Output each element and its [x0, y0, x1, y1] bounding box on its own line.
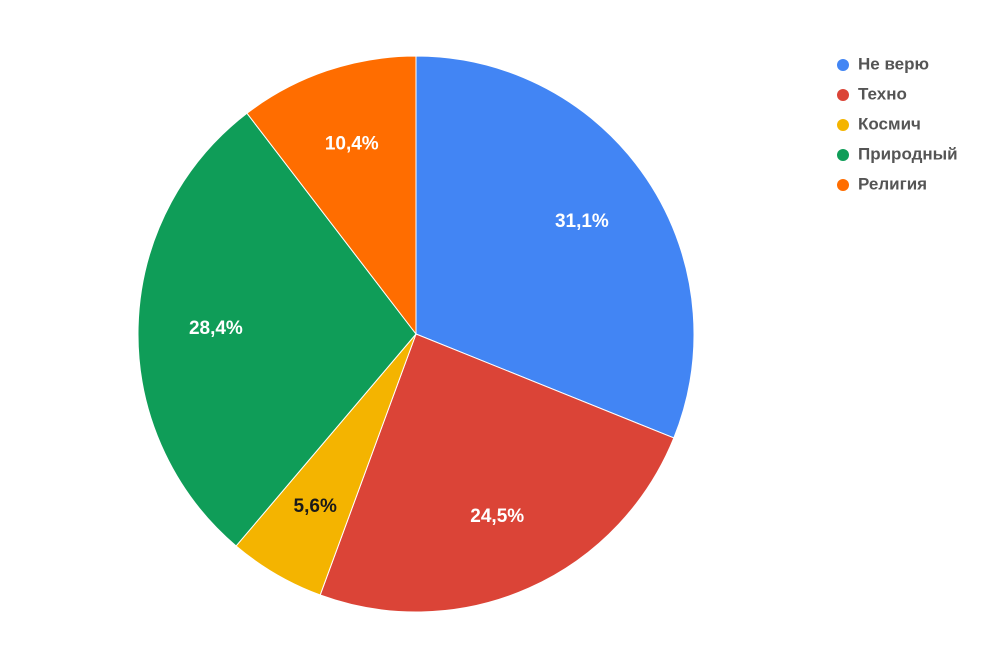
legend-marker: [837, 149, 849, 161]
data-label: 5,6%: [294, 496, 337, 517]
data-label: 24,5%: [470, 506, 524, 527]
legend-label: Религия: [858, 174, 927, 193]
pie-slice: [137, 112, 417, 547]
legend-marker: [837, 179, 849, 191]
legend-label: Природный: [858, 144, 958, 163]
legend-marker: [837, 89, 849, 101]
legend-marker: [837, 119, 849, 131]
data-label: 10,4%: [325, 133, 379, 154]
pie-slice: [415, 55, 695, 439]
data-label: 31,1%: [555, 211, 609, 232]
legend-label: Не верю: [858, 54, 929, 73]
legend-marker: [837, 59, 849, 71]
legend-label: Космич: [858, 114, 921, 133]
pie-slice: [246, 55, 417, 336]
data-label: 28,4%: [189, 318, 243, 339]
pie-slice: [319, 333, 675, 613]
legend-label: Техно: [858, 84, 907, 103]
